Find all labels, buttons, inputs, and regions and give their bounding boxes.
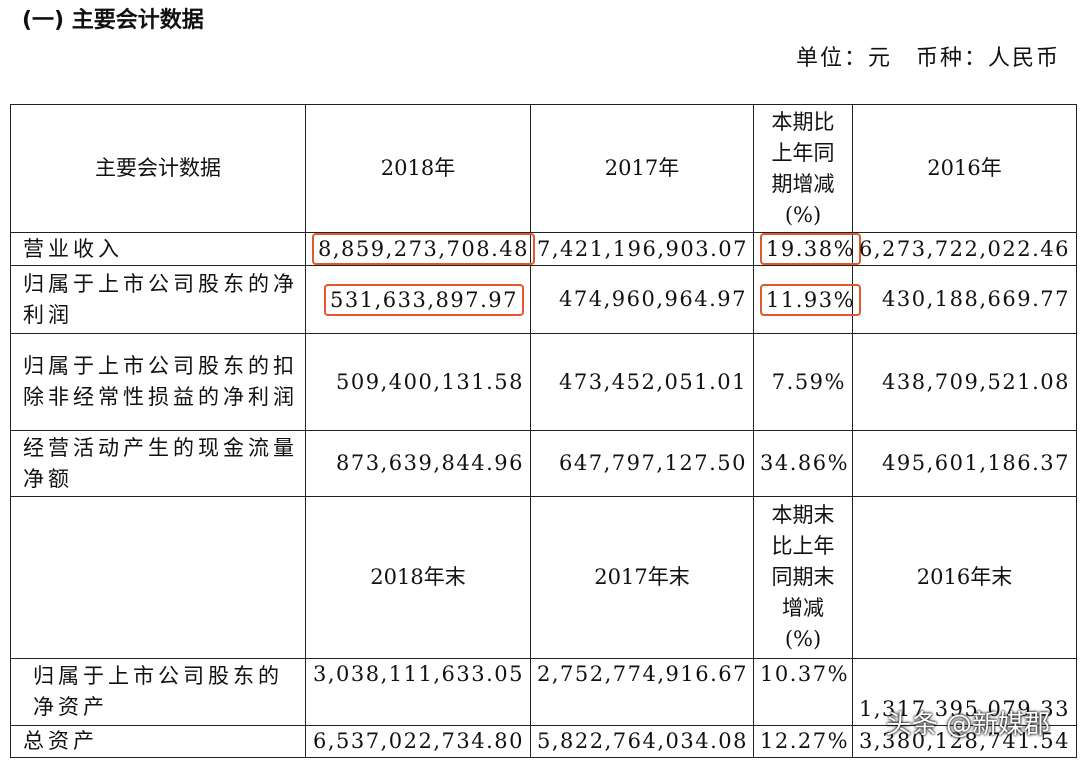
- cell: 5,822,764,034.08: [530, 725, 754, 758]
- cell: 6,273,722,022.46: [852, 232, 1077, 266]
- header-cell: 主要会计数据: [10, 104, 306, 233]
- data-row: 总资产 6,537,022,734.80 5,822,764,034.08 12…: [10, 725, 1077, 758]
- row-label: 总资产: [10, 725, 306, 758]
- header-row: 2018年末 2017年末 本期末比上年同期末增减(%) 2016年末: [10, 496, 1077, 659]
- highlight-value: 531,633,897.97: [324, 283, 524, 316]
- cell: 1,317,395,079.33: [852, 658, 1077, 726]
- cell: 7,421,196,903.07: [530, 232, 754, 266]
- accounting-table: 主要会计数据 2018年 2017年 本期比上年同期增减(%) 2016年 营业…: [10, 104, 1077, 758]
- row-label: 归属于上市公司股东的净资产: [10, 658, 306, 726]
- cell: 10.37%: [753, 658, 853, 726]
- header-cell: 2018年末: [305, 496, 531, 659]
- cell: 8,859,273,708.48: [305, 232, 536, 266]
- header-cell: 2017年: [530, 104, 754, 233]
- cell: 509,400,131.58: [305, 333, 531, 431]
- row-label: 经营活动产生的现金流量净额: [10, 430, 306, 497]
- watermark: 头条 @新媒郡: [885, 710, 1050, 740]
- highlight-value: 8,859,273,708.48: [312, 233, 536, 265]
- unit-note: 单位：元 币种：人民币: [795, 46, 1060, 71]
- cell: 6,537,022,734.80: [305, 725, 531, 758]
- cell: 474,960,964.97: [530, 265, 754, 334]
- cell: 2,752,774,916.67: [530, 658, 754, 726]
- header-row: 主要会计数据 2018年 2017年 本期比上年同期增减(%) 2016年: [10, 104, 1077, 233]
- data-row: 归属于上市公司股东的净利润 531,633,897.97 474,960,964…: [10, 265, 1077, 334]
- cell: 495,601,186.37: [852, 430, 1077, 497]
- row-label: 归属于上市公司股东的扣除非经常性损益的净利润: [10, 333, 306, 431]
- header-cell: 本期比上年同期增减(%): [753, 104, 853, 233]
- cell: 3,380,128,741.54: [852, 725, 1077, 758]
- header-cell: 2017年末: [530, 496, 754, 659]
- cell: 3,038,111,633.05: [305, 658, 531, 726]
- cell: 473,452,051.01: [530, 333, 754, 431]
- row-label: 营业收入: [10, 232, 306, 266]
- data-row: 归属于上市公司股东的扣除非经常性损益的净利润 509,400,131.58 47…: [10, 333, 1077, 431]
- cell: 647,797,127.50: [530, 430, 754, 497]
- cell: 873,639,844.96: [305, 430, 531, 497]
- data-row: 营业收入 8,859,273,708.48 7,421,196,903.07 1…: [10, 232, 1077, 266]
- row-label: 归属于上市公司股东的净利润: [10, 265, 306, 334]
- highlight-value: 11.93%: [760, 283, 862, 316]
- header-cell: 2016年: [852, 104, 1077, 233]
- cell: 531,633,897.97: [305, 265, 531, 334]
- data-row: 归属于上市公司股东的净资产 3,038,111,633.05 2,752,774…: [10, 658, 1077, 726]
- header-cell: 本期末比上年同期末增减(%): [753, 496, 853, 659]
- cell: 11.93%: [753, 265, 862, 334]
- blank-cell: [10, 496, 306, 659]
- header-cell: 2018年: [305, 104, 531, 233]
- data-row: 经营活动产生的现金流量净额 873,639,844.96 647,797,127…: [10, 430, 1077, 497]
- header-cell: 2016年末: [852, 496, 1077, 659]
- cell: 19.38%: [753, 232, 862, 266]
- cell: 12.27%: [753, 725, 853, 758]
- cell: 430,188,669.77: [852, 265, 1077, 334]
- cell: 438,709,521.08: [852, 333, 1077, 431]
- highlight-value: 19.38%: [760, 233, 862, 265]
- cell: 34.86%: [753, 430, 853, 497]
- cell: 7.59%: [753, 333, 853, 431]
- section-title: (一) 主要会计数据: [22, 8, 204, 33]
